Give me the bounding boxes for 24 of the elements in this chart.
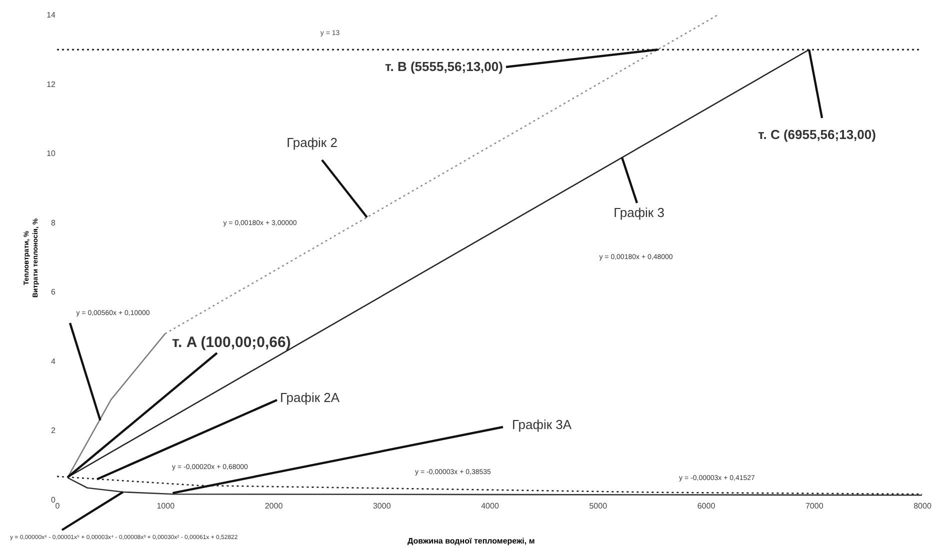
x-tick-label: 3000 <box>372 502 392 510</box>
y-tick-label: 8 <box>51 218 56 228</box>
x-tick-label: 6000 <box>697 502 716 510</box>
annotation: т. A (100,00;0,66) <box>172 334 291 351</box>
x-axis-title: Довжина водної тепломережі, м <box>408 536 535 546</box>
x-tick-label: 1000 <box>156 502 176 510</box>
y-tick-label: 6 <box>51 288 56 297</box>
annotation: Графік 3 <box>614 205 664 220</box>
x-tick-label: 7000 <box>805 502 824 510</box>
y-tick-label: 14 <box>46 10 56 20</box>
x-tick-label: 5000 <box>589 502 608 510</box>
x-tick-label: 2000 <box>264 502 284 510</box>
x-tick-label: 8000 <box>914 502 932 510</box>
annotation: т. B (5555,56;13,00) <box>385 59 503 74</box>
y-tick-label: 12 <box>46 80 56 89</box>
annotation: Графік 3А <box>512 417 572 432</box>
x-tick-label: 4000 <box>481 502 500 510</box>
annotation: т. C (6955,56;13,00) <box>758 127 876 142</box>
annotation: Графік 2 <box>286 135 338 150</box>
annotation: Графік 2А <box>280 390 340 405</box>
y-tick-label: 10 <box>46 149 56 158</box>
y-tick-label: 4 <box>51 356 56 366</box>
y-tick-label: 0 <box>51 496 56 504</box>
y-tick-label: 2 <box>51 426 56 436</box>
